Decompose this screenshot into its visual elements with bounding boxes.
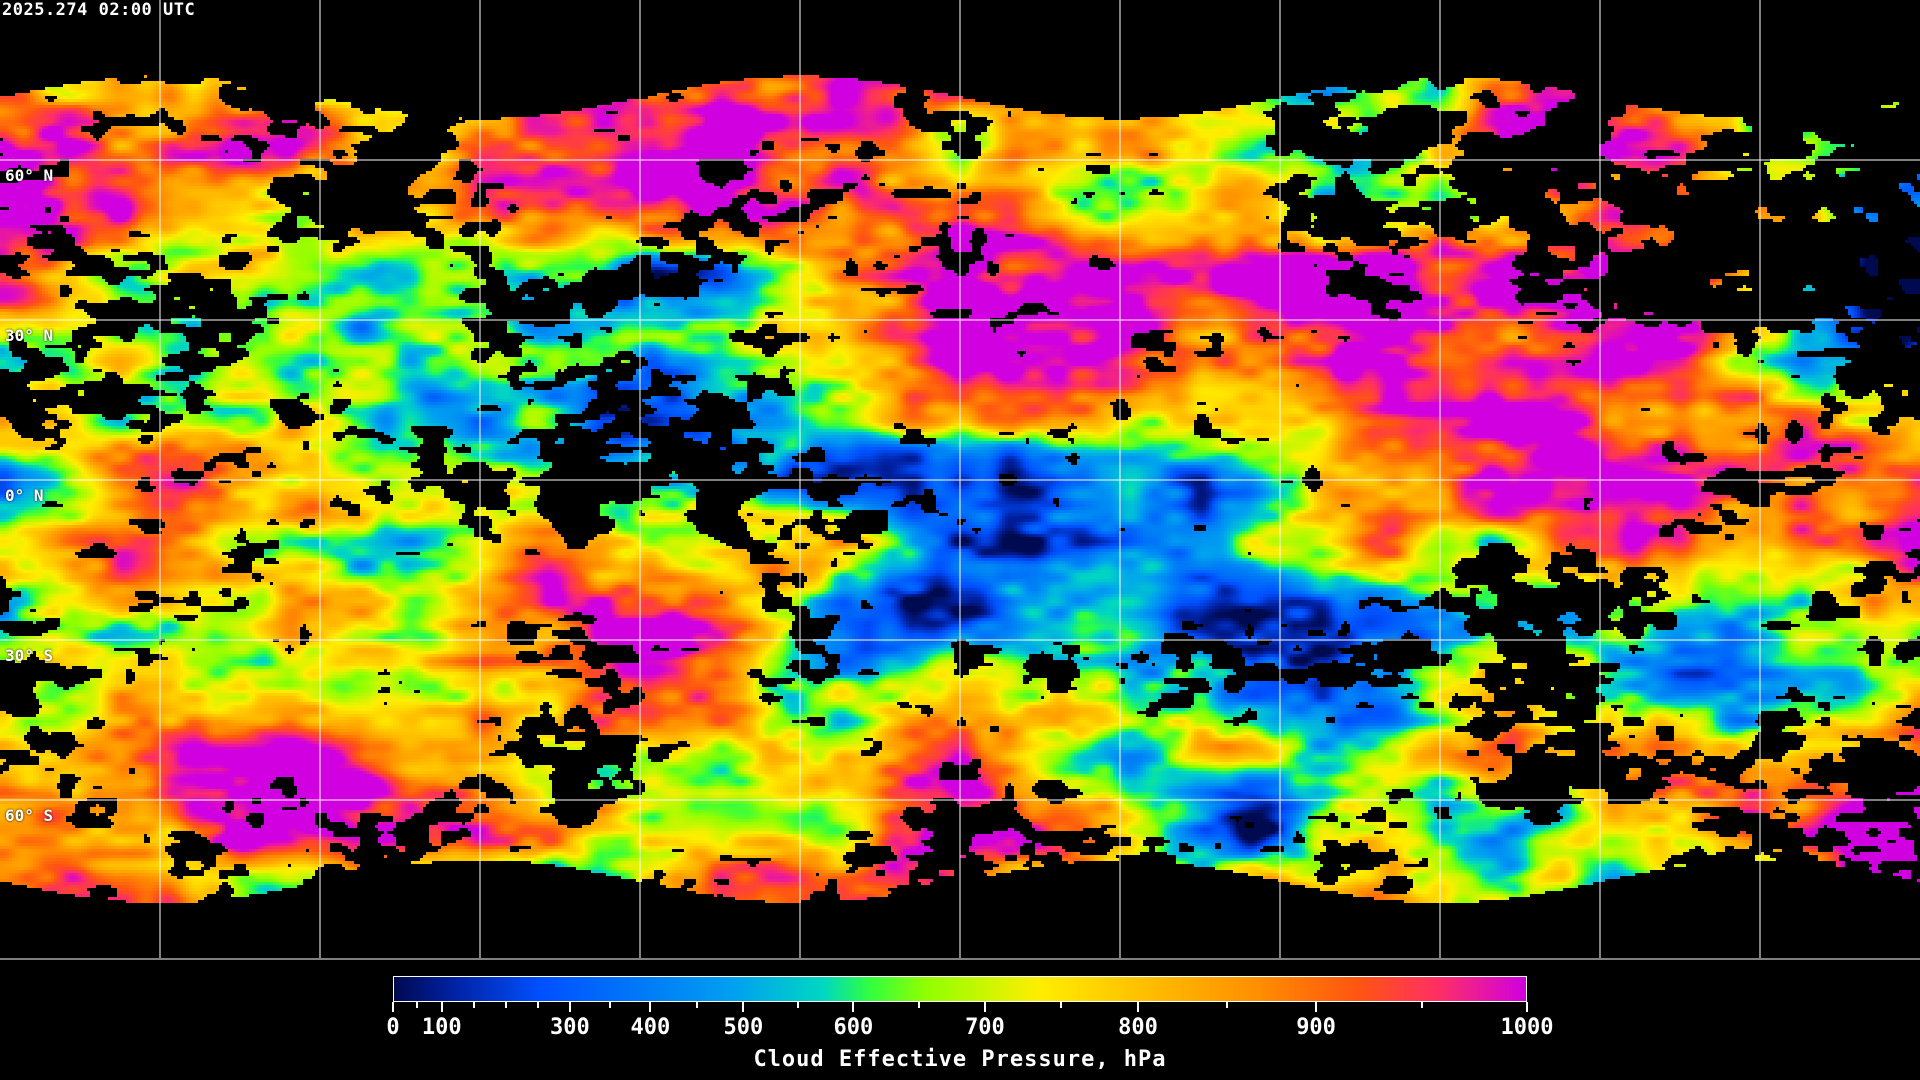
lat-lon-grid (0, 0, 1920, 960)
major-tick (392, 1002, 394, 1012)
major-tick (852, 1002, 855, 1012)
major-tick (568, 1002, 571, 1012)
tick-label: 500 (723, 1015, 764, 1040)
minor-tick (1226, 1002, 1229, 1008)
lat-label-60n: 60° N (5, 166, 54, 185)
tick-label: 400 (630, 1015, 671, 1040)
major-tick (1315, 1002, 1318, 1012)
major-tick (440, 1002, 443, 1012)
tick-label: 600 (833, 1015, 874, 1040)
minor-tick (1060, 1002, 1063, 1008)
lat-label-60s: 60° S (5, 806, 54, 825)
minor-tick (918, 1002, 921, 1008)
timestamp: 2025.274 02:00 UTC (2, 0, 196, 20)
tick-label: 300 (550, 1015, 590, 1040)
minor-tick (416, 1002, 419, 1008)
minor-tick (797, 1002, 800, 1008)
minor-tick (695, 1002, 698, 1008)
colorbar-title: Cloud Effective Pressure, hPa (753, 1047, 1167, 1072)
minor-tick (609, 1002, 612, 1008)
tick-label: 100 (421, 1015, 462, 1040)
major-tick (983, 1002, 986, 1012)
major-tick (1526, 1002, 1528, 1012)
lat-label-30s: 30° S (5, 646, 54, 665)
tick-label: 800 (1118, 1015, 1158, 1040)
tick-label: 900 (1296, 1015, 1336, 1040)
major-tick (1137, 1002, 1140, 1012)
colorbar (393, 976, 1527, 1002)
major-tick (649, 1002, 652, 1012)
minor-tick (536, 1002, 539, 1008)
minor-tick (472, 1002, 475, 1008)
tick-label: 700 (965, 1015, 1005, 1040)
tick-label: 0 (386, 1015, 400, 1040)
lat-label-0n: 0° N (5, 486, 44, 505)
major-tick (742, 1002, 745, 1012)
minor-tick (1420, 1002, 1423, 1008)
minor-tick (504, 1002, 507, 1008)
lat-label-30n: 30° N (5, 326, 54, 345)
tick-label: 1000 (1500, 1015, 1554, 1040)
